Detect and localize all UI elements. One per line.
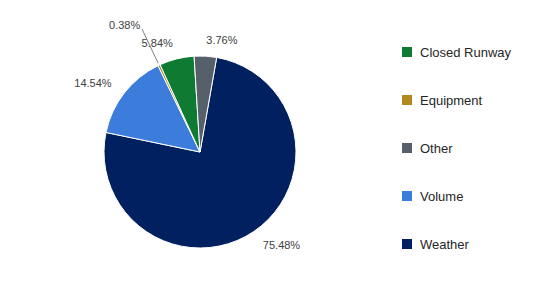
html-text:Weather: Weather xyxy=(420,236,469,252)
html-text:Volume: Volume xyxy=(420,188,464,204)
svg-text:75.48%: 75.48% xyxy=(263,239,301,251)
svg-text:14.54%: 14.54% xyxy=(74,77,112,89)
svg-text:5.84%: 5.84% xyxy=(142,37,173,49)
html-text:Other: Other xyxy=(420,140,453,156)
html-text:Closed Runway: Closed Runway xyxy=(420,44,511,60)
svg-text:0.38%: 0.38% xyxy=(109,19,140,31)
svg-text:3.76%: 3.76% xyxy=(206,34,237,46)
html-text:Equipment: Equipment xyxy=(420,92,483,108)
